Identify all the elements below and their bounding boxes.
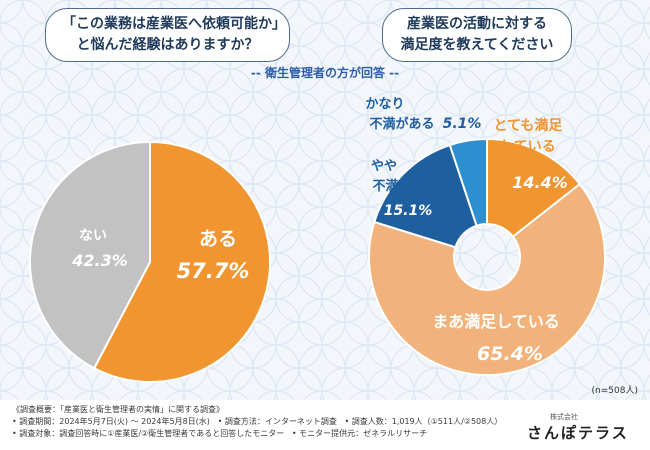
pie1-slice-1 bbox=[92, 140, 271, 383]
company-logo: 株式会社 さんぽテラス bbox=[527, 412, 637, 443]
question-2-line-1: 産業医の活動に対する bbox=[407, 16, 547, 32]
pie2-value-slightly-dissatisfied: 15.1% bbox=[384, 203, 433, 219]
logo-corp-label: 株式会社 bbox=[550, 413, 578, 421]
sample-size-note: (n=508人) bbox=[591, 386, 638, 396]
pie2-slice-4 bbox=[448, 137, 488, 227]
pie2-label-slightly-dissatisfied-1: やや bbox=[371, 159, 397, 174]
pie1-label-aru: ある bbox=[199, 228, 237, 250]
question-2-box: 産業医の活動に対する 満足度を教えてください bbox=[382, 8, 572, 62]
footer-target: • 調査対象：調査回答時に①産業医/②衛生管理者であると回答したモニター bbox=[12, 429, 285, 438]
pie2-value-very-dissatisfied: 5.1% bbox=[443, 116, 482, 132]
pie2-value-somewhat-satisfied: 65.4% bbox=[477, 343, 543, 365]
pie2-slice-1 bbox=[486, 137, 582, 239]
pie2-label-very-dissatisfied-2: 不満がある bbox=[369, 116, 434, 132]
footer-count: • 調査人数：1,019人（①511人/②508人） bbox=[344, 417, 503, 426]
question-1-line-2: と悩んだ経験はありますか？ bbox=[76, 37, 259, 53]
footer-row-3: • 調査対象：調査回答時に①産業医/②衛生管理者であると回答したモニター • モ… bbox=[12, 428, 482, 440]
pie2-label-very-satisfied-1: とても満足 bbox=[494, 117, 564, 134]
footer-method: • 調査方法：インターネット調査 bbox=[217, 417, 337, 426]
pie2-slice-2 bbox=[368, 182, 606, 376]
footer-survey-title: 《調査概要：「産業医と衛生管理者の実情」に関する調査》 bbox=[12, 405, 224, 414]
footer-provider: • モニター提供元：ゼネラルリサーチ bbox=[291, 429, 428, 438]
question-1-box: 「この業務は産業医へ依頼可能か」 と悩んだ経験はありますか？ bbox=[45, 8, 290, 62]
question-1-line-1: 「この業務は産業医へ依頼可能か」 bbox=[62, 16, 286, 32]
question-2-line-2: 満足度を教えてください bbox=[400, 37, 554, 53]
footer-period: • 調査期間：2024年5月7日(火) 〜 2024年5月8日(水) bbox=[12, 417, 210, 426]
pie1-label-nai: ない bbox=[79, 228, 107, 244]
pie2-label-very-satisfied-2: している bbox=[500, 139, 556, 155]
pie2-label-slightly-dissatisfied-2: 不満がある bbox=[372, 178, 437, 194]
logo-name: さんぽテラス bbox=[527, 424, 629, 442]
pie2-label-somewhat-satisfied: まあ満足している bbox=[432, 312, 560, 331]
pie2-value-very-satisfied: 14.4% bbox=[512, 173, 568, 192]
pie1-value-aru: 57.7% bbox=[177, 259, 250, 283]
pie2-slice-3 bbox=[373, 143, 478, 249]
pie2-label-very-dissatisfied-1: かなり bbox=[365, 97, 404, 112]
pie1-slice-2 bbox=[29, 140, 151, 370]
footer-row-2: • 調査期間：2024年5月7日(火) 〜 2024年5月8日(水) • 調査方… bbox=[12, 416, 502, 428]
respondent-subtitle: -- 衛生管理者の方が回答 -- bbox=[250, 66, 400, 80]
survey-footer: 《調査概要：「産業医と衛生管理者の実情」に関する調査》 • 調査期間：2024年… bbox=[12, 404, 502, 440]
pie1-value-nai: 42.3% bbox=[71, 251, 128, 270]
